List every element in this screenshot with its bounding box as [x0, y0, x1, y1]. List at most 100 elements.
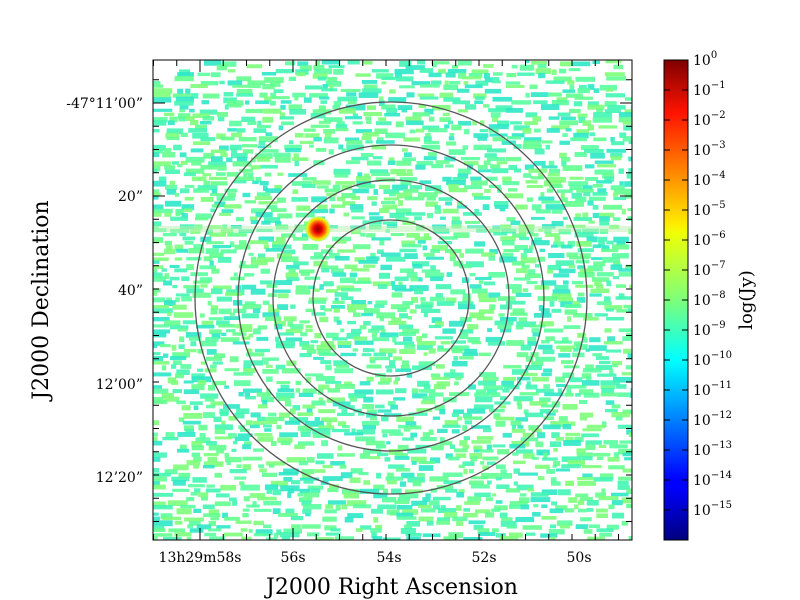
- noise-patch: [394, 68, 414, 75]
- noise-patch: [532, 512, 541, 517]
- noise-patch: [545, 80, 565, 84]
- noise-patch: [153, 528, 166, 532]
- noise-patch: [452, 65, 459, 69]
- noise-patch: [310, 124, 330, 128]
- noise-patch: [266, 461, 286, 466]
- noise-patch: [513, 481, 518, 486]
- noise-patch: [406, 92, 415, 98]
- noise-patch: [170, 356, 187, 361]
- noise-patch: [531, 204, 542, 211]
- noise-patch: [210, 181, 228, 186]
- noise-patch: [331, 204, 345, 208]
- noise-patch: [345, 104, 366, 111]
- noise-patch: [599, 360, 611, 365]
- noise-patch: [540, 192, 545, 197]
- noise-patch: [389, 512, 397, 516]
- noise-patch: [344, 264, 358, 270]
- noise-patch: [299, 140, 314, 144]
- noise-patch: [221, 420, 226, 425]
- noise-patch: [175, 373, 184, 379]
- noise-patch: [544, 180, 561, 187]
- noise-patch: [416, 345, 433, 351]
- noise-patch: [628, 168, 632, 175]
- noise-patch: [484, 153, 497, 158]
- noise-patch: [517, 380, 522, 386]
- noise-patch: [300, 477, 320, 481]
- noise-patch: [417, 192, 438, 198]
- noise-patch: [591, 257, 603, 261]
- noise-patch: [535, 388, 554, 393]
- noise-patch: [162, 233, 177, 237]
- noise-patch: [329, 484, 339, 489]
- noise-patch: [239, 240, 247, 245]
- noise-patch: [272, 244, 292, 249]
- noise-patch: [506, 73, 517, 78]
- noise-patch: [574, 504, 579, 510]
- noise-patch: [287, 321, 293, 327]
- noise-patch: [318, 384, 330, 390]
- noise-patch: [337, 412, 355, 416]
- noise-patch: [502, 252, 514, 258]
- noise-patch: [469, 284, 482, 289]
- noise-patch: [217, 165, 227, 171]
- noise-patch: [299, 353, 312, 358]
- noise-patch: [622, 336, 632, 341]
- noise-patch: [210, 517, 219, 521]
- noise-patch: [297, 61, 309, 67]
- noise-patch: [233, 180, 247, 184]
- noise-patch: [214, 424, 233, 430]
- noise-patch: [564, 201, 584, 207]
- noise-patch: [578, 272, 595, 278]
- noise-patch: [564, 304, 582, 308]
- noise-patch: [618, 168, 624, 174]
- noise-patch: [258, 236, 274, 242]
- noise-patch: [457, 304, 476, 310]
- noise-patch: [304, 373, 324, 377]
- noise-patch: [487, 328, 493, 332]
- noise-patch: [323, 308, 333, 312]
- noise-patch: [229, 104, 242, 108]
- noise-patch: [488, 108, 506, 113]
- noise-patch: [283, 249, 296, 255]
- noise-patch: [587, 101, 599, 107]
- noise-patch: [235, 520, 252, 524]
- noise-patch: [548, 253, 565, 259]
- noise-patch: [551, 125, 570, 130]
- noise-patch: [206, 349, 217, 355]
- noise-patch: [538, 305, 544, 311]
- noise-patch: [176, 400, 186, 405]
- noise-patch: [559, 68, 567, 74]
- noise-patch: [394, 341, 414, 345]
- noise-patch: [240, 528, 248, 532]
- noise-patch: [448, 184, 459, 189]
- noise-patch: [587, 84, 595, 90]
- noise-patch: [241, 144, 258, 148]
- noise-patch: [198, 492, 209, 497]
- noise-patch: [359, 381, 371, 386]
- noise-patch: [236, 156, 248, 163]
- noise-patch: [335, 536, 355, 540]
- noise-patch: [159, 344, 171, 348]
- noise-patch: [343, 493, 360, 499]
- noise-patch: [305, 308, 316, 313]
- noise-patch: [255, 212, 273, 218]
- noise-patch: [613, 188, 632, 195]
- noise-patch: [239, 328, 253, 332]
- noise-patch: [506, 340, 525, 346]
- noise-patch: [305, 325, 313, 329]
- noise-patch: [153, 432, 158, 436]
- noise-patch: [604, 328, 612, 333]
- noise-patch: [548, 529, 565, 535]
- noise-patch: [606, 240, 614, 245]
- noise-patch: [153, 332, 167, 338]
- noise-patch: [250, 165, 261, 170]
- noise-patch: [276, 392, 295, 399]
- noise-patch: [379, 316, 385, 322]
- noise-patch: [553, 76, 572, 82]
- noise-patch: [379, 240, 385, 246]
- noise-patch: [329, 85, 334, 91]
- noise-patch: [265, 420, 278, 425]
- noise-patch: [588, 220, 595, 224]
- noise-patch: [174, 257, 183, 261]
- noise-patch: [626, 488, 632, 494]
